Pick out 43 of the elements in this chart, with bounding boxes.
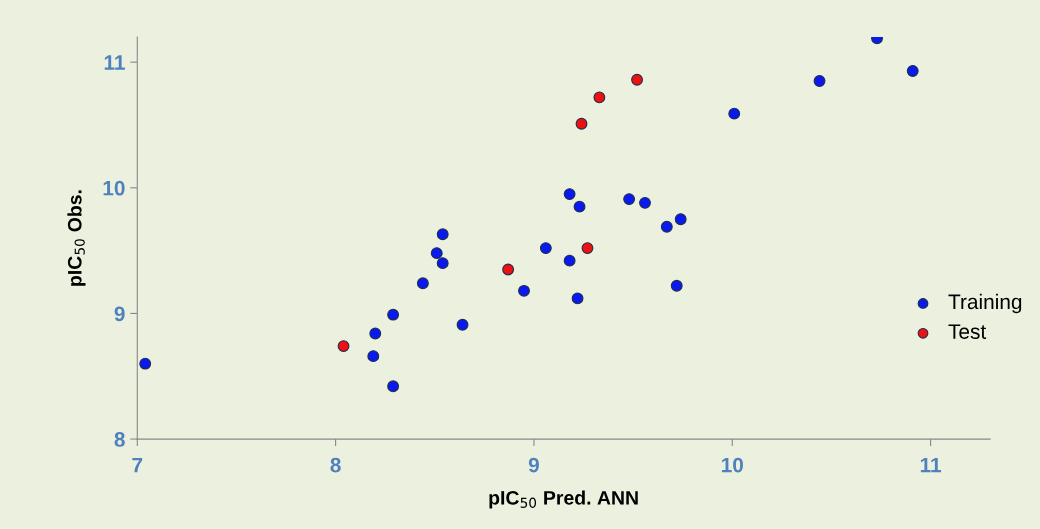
point — [623, 193, 636, 206]
point — [563, 254, 576, 267]
point — [456, 318, 469, 331]
point — [337, 340, 350, 353]
point — [906, 65, 919, 77]
point — [139, 357, 152, 370]
legend-label: Test — [948, 324, 987, 339]
point — [728, 107, 741, 120]
point — [436, 257, 449, 270]
point — [571, 292, 584, 305]
y-axis-title: pIC$_{50}$ Obs. — [67, 190, 86, 286]
y-tick-label: 10 — [103, 180, 125, 196]
point — [387, 308, 400, 321]
point — [593, 91, 606, 104]
point — [813, 75, 826, 87]
x-tick-label: 10 — [721, 457, 743, 473]
point — [573, 200, 586, 213]
x-tick-label: 11 — [920, 457, 942, 473]
point — [502, 263, 515, 276]
y-tick-label: 8 — [114, 432, 125, 447]
x-tick-label: 7 — [132, 457, 143, 473]
point — [674, 213, 687, 226]
point — [416, 277, 429, 290]
point — [369, 327, 382, 340]
x-tick-label: 8 — [330, 457, 341, 473]
point — [563, 188, 576, 201]
legend-label: Training — [948, 293, 1022, 314]
point — [575, 117, 588, 130]
point — [581, 242, 594, 255]
point — [436, 228, 449, 241]
point — [539, 242, 552, 255]
y-tick-label: 9 — [114, 306, 125, 322]
point — [387, 380, 400, 393]
point — [660, 220, 673, 233]
x-axis-title: pIC$_{50}$ Pred. ANN — [489, 490, 638, 509]
point — [639, 196, 651, 209]
point — [631, 73, 643, 86]
point — [430, 247, 443, 260]
point — [367, 350, 380, 363]
point — [518, 284, 530, 297]
x-tick-label: 9 — [528, 457, 539, 473]
point — [670, 279, 683, 292]
y-tick-label: 11 — [104, 55, 125, 70]
